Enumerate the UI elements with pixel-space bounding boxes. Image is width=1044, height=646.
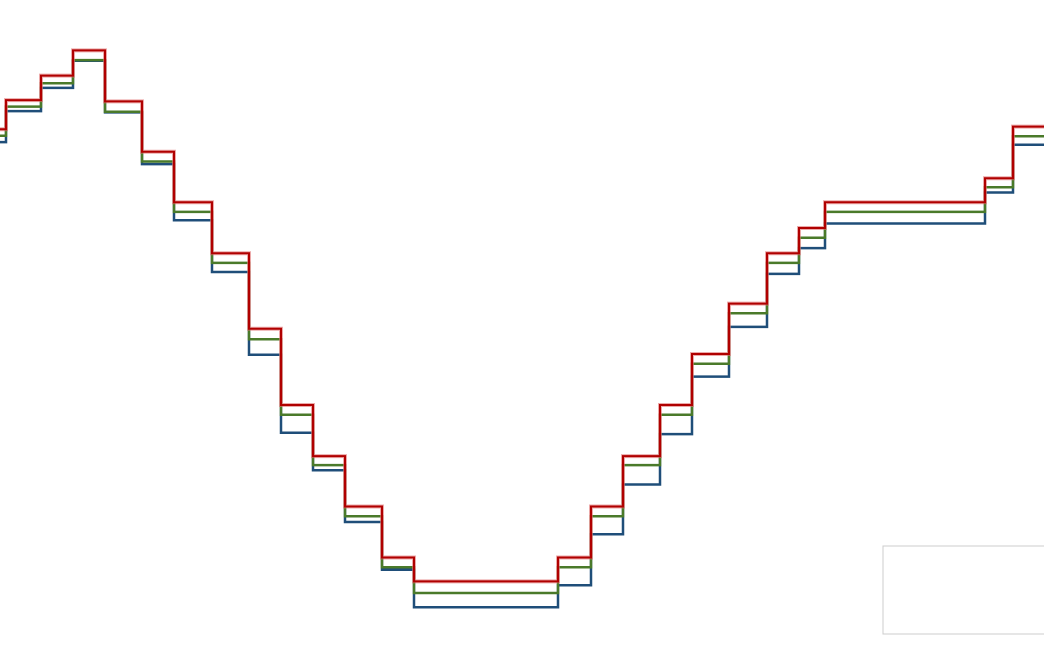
series-line-middle xyxy=(0,58,1044,595)
series-line-lower xyxy=(0,59,1044,609)
series-line-upper xyxy=(0,49,1044,583)
series-line-upper-halo xyxy=(0,48,1044,584)
series-layer xyxy=(0,48,1044,609)
legend-box xyxy=(882,545,1044,635)
